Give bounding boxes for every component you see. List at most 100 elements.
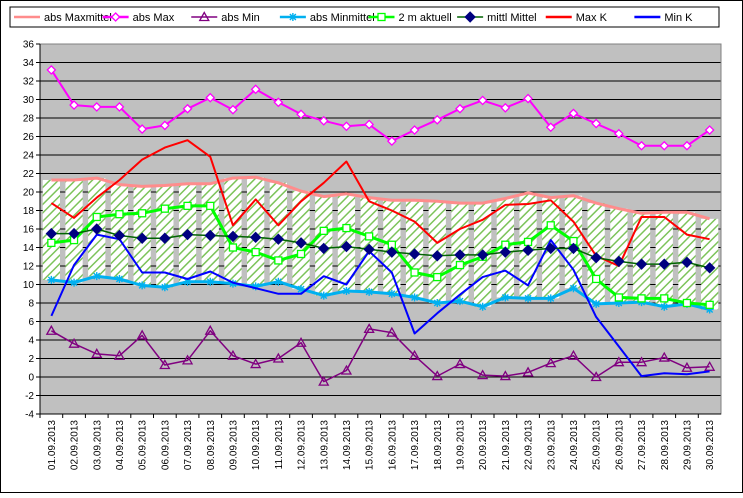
data-point-abs-min <box>477 369 489 380</box>
data-point-abs-min <box>613 356 625 367</box>
data-point-2-m-aktuell <box>682 298 692 308</box>
data-point-abs-minmittel <box>342 286 351 295</box>
x-tick-label: 22.09.2013 <box>524 420 535 470</box>
data-point-abs-min <box>68 337 80 348</box>
data-point-abs-min <box>704 360 716 371</box>
data-point-abs-minmittel <box>410 293 419 302</box>
x-tick-label: 30.09.2013 <box>705 420 716 470</box>
legend-box <box>9 6 720 28</box>
data-point-2-m-aktuell <box>115 210 124 219</box>
data-point-2-m-aktuell <box>342 223 351 233</box>
y-tick-label: 8 <box>28 299 34 310</box>
data-point-abs-max <box>159 120 170 131</box>
data-point-abs-max <box>182 103 193 114</box>
legend-label: abs Min <box>221 12 260 24</box>
x-tick-label: 14.09.2013 <box>342 420 353 470</box>
data-point-abs-min <box>181 354 194 365</box>
y-tick-label: 12 <box>23 262 35 273</box>
data-point-mittl-mittel <box>181 228 194 241</box>
data-point-mittl-mittel <box>613 255 625 268</box>
data-point-2-m-aktuell <box>137 209 147 218</box>
x-tick-label: 11.09.2013 <box>274 420 285 470</box>
data-point-abs-max <box>114 101 125 112</box>
data-point-abs-min <box>45 324 57 335</box>
data-point-mittl-mittel <box>545 242 557 255</box>
y-tick-label: 4 <box>28 336 34 347</box>
x-tick-label: 10.09.2013 <box>251 420 262 470</box>
data-point-abs-max <box>591 118 602 129</box>
data-point-abs-max <box>137 124 148 135</box>
data-point-mittl-mittel <box>454 249 466 261</box>
data-point-mittl-mittel <box>408 248 421 260</box>
data-point-abs-minmittel <box>433 299 442 307</box>
y-tick-label: 34 <box>23 58 35 69</box>
data-point-abs-min <box>113 349 126 360</box>
x-tick-label: 23.09.2013 <box>546 420 557 470</box>
data-point-abs-max <box>228 104 238 115</box>
data-point-abs-minmittel <box>319 291 328 300</box>
legend-label: abs Minmittel <box>310 12 375 24</box>
data-point-abs-minmittel <box>569 284 578 293</box>
data-point-abs-minmittel <box>251 282 260 291</box>
x-tick-label: 21.09.2013 <box>501 420 512 470</box>
data-point-abs-min <box>454 358 466 369</box>
data-point-2-m-aktuell <box>319 226 328 236</box>
data-point-abs-max <box>386 136 397 147</box>
data-point-abs-max <box>682 140 692 151</box>
legend-label: Min K <box>664 12 693 24</box>
x-tick-label: 04.09.2013 <box>115 420 126 470</box>
legend-label: Max K <box>576 12 608 24</box>
x-tick-label: 07.09.2013 <box>183 420 194 470</box>
data-point-mittl-mittel <box>386 246 398 258</box>
x-tick-label: 06.09.2013 <box>160 420 171 470</box>
x-tick-label: 29.09.2013 <box>682 420 693 470</box>
data-point-abs-max <box>205 92 216 103</box>
data-point-abs-minmittel <box>614 299 623 307</box>
data-point-abs-max <box>364 119 375 130</box>
data-point-abs-min <box>681 361 693 372</box>
legend-marker <box>288 13 297 21</box>
legend-label: 2 m aktuell <box>399 12 452 24</box>
data-point-abs-minmittel <box>138 281 147 290</box>
data-point-2-m-aktuell <box>364 232 374 241</box>
data-point-abs-min <box>408 349 421 360</box>
x-tick-label: 24.09.2013 <box>569 420 580 470</box>
x-tick-label: 17.09.2013 <box>410 420 421 470</box>
data-point-2-m-aktuell <box>251 247 260 257</box>
data-point-abs-min <box>363 323 375 334</box>
data-point-abs-minmittel <box>115 274 124 283</box>
y-tick-label: -4 <box>25 410 34 421</box>
data-point-mittl-mittel <box>159 232 171 244</box>
data-point-abs-min <box>522 366 534 377</box>
y-tick-label: 18 <box>23 206 35 217</box>
legend-label: abs Maxmittel <box>44 12 112 24</box>
y-tick-label: -2 <box>25 391 34 402</box>
x-tick-label: 12.09.2013 <box>297 420 308 470</box>
data-point-mittl-mittel <box>91 223 103 235</box>
y-tick-label: 32 <box>23 77 35 88</box>
data-point-abs-min <box>159 359 171 370</box>
data-point-abs-minmittel <box>660 302 669 311</box>
data-point-abs-max <box>296 109 306 120</box>
data-point-2-m-aktuell <box>660 294 669 303</box>
y-tick-label: 0 <box>28 373 34 384</box>
legend-marker <box>464 11 476 23</box>
data-point-abs-max <box>636 140 647 151</box>
data-point-2-m-aktuell <box>546 221 555 230</box>
y-tick-label: 24 <box>23 151 35 162</box>
data-point-abs-minmittel <box>47 275 56 284</box>
data-point-abs-min <box>386 326 398 337</box>
data-point-abs-min <box>250 358 262 369</box>
data-point-abs-minmittel <box>478 302 487 311</box>
x-tick-label: 13.09.2013 <box>319 420 330 470</box>
x-tick-label: 19.09.2013 <box>455 420 466 470</box>
data-point-2-m-aktuell <box>705 300 714 310</box>
data-point-2-m-aktuell <box>614 293 623 302</box>
x-tick-label: 02.09.2013 <box>70 420 81 470</box>
data-point-abs-min <box>590 371 602 382</box>
data-point-mittl-mittel <box>272 233 285 245</box>
data-point-mittl-mittel <box>136 232 148 244</box>
legend-marker <box>377 12 386 22</box>
data-point-2-m-aktuell <box>47 238 56 248</box>
y-tick-label: 16 <box>23 225 35 236</box>
